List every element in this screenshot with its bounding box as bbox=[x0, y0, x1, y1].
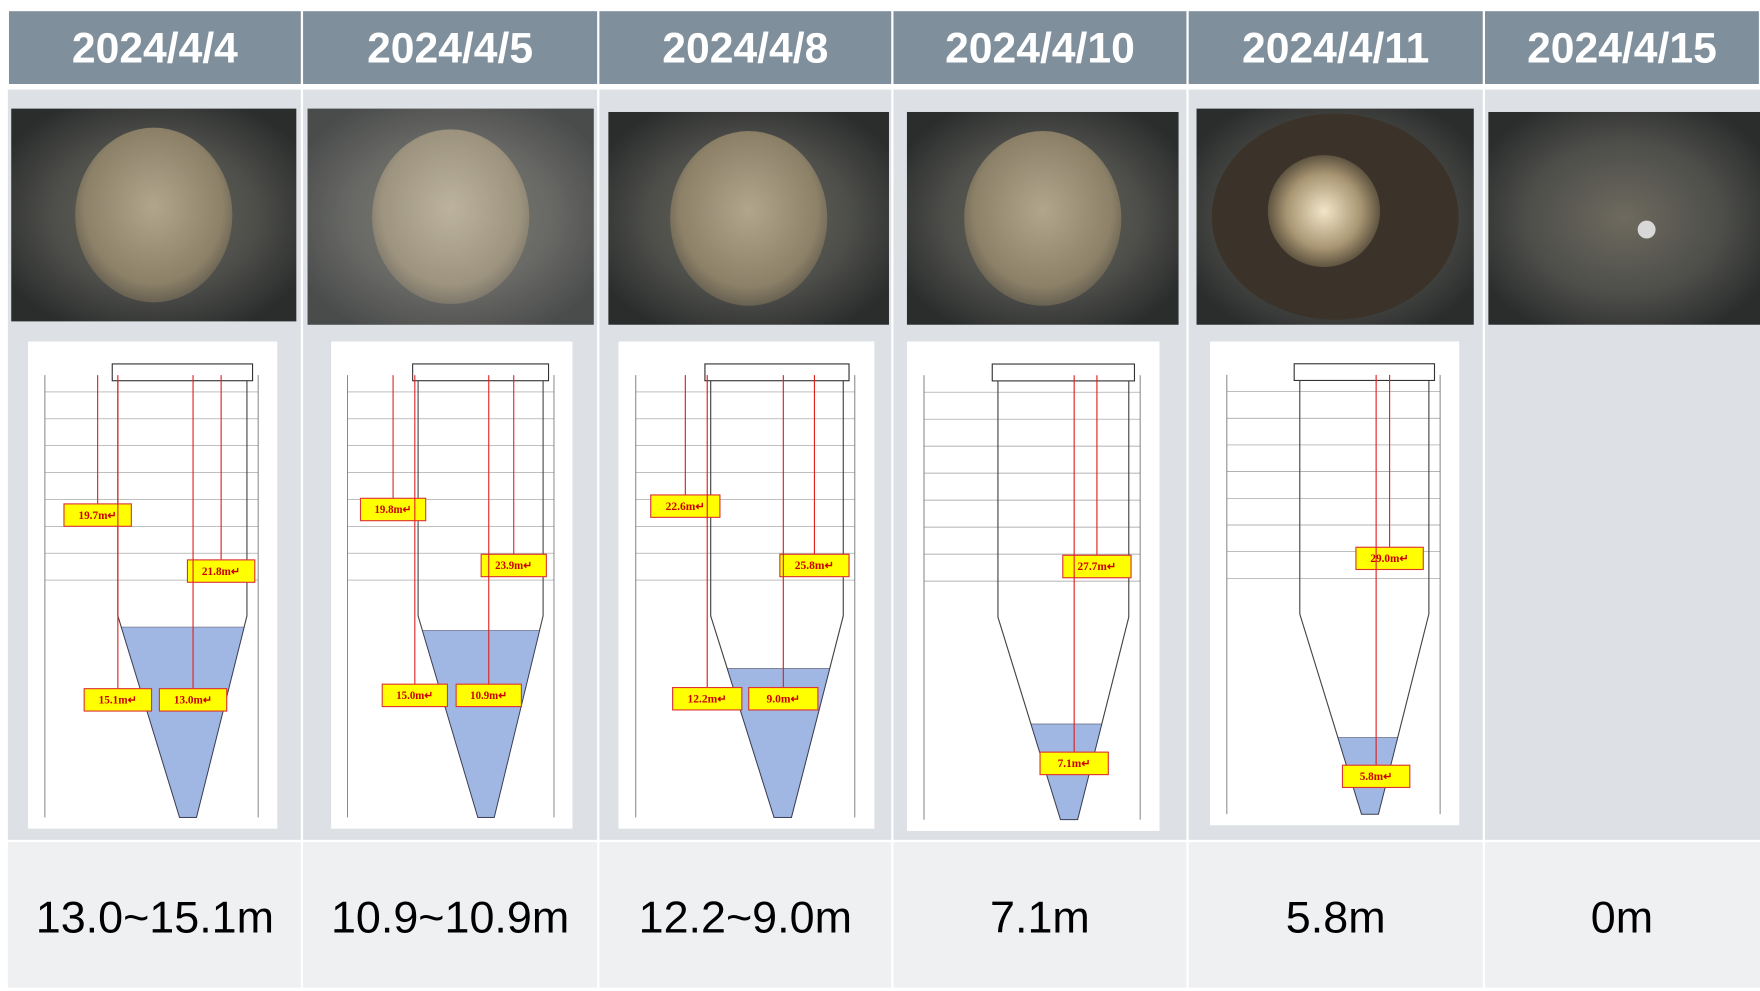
column-date: 2024/4/15 bbox=[1527, 25, 1717, 73]
photo bbox=[907, 112, 1179, 325]
level-label: 22.6m↵ bbox=[666, 501, 705, 513]
column-result: 7.1m bbox=[990, 891, 1090, 942]
photo-opening bbox=[1638, 221, 1656, 239]
level-label: 21.8m↵ bbox=[202, 566, 240, 578]
level-label: 12.2m↵ bbox=[688, 694, 727, 706]
diagram: 19.7m↵ 21.8m↵ 15.1m↵ 13.0m↵ bbox=[28, 342, 277, 829]
photo-opening bbox=[1268, 155, 1380, 267]
column-result: 0m bbox=[1591, 891, 1653, 942]
level-label: 19.8m↵ bbox=[375, 504, 412, 516]
column-result: 12.2~9.0m bbox=[639, 891, 852, 942]
level-label: 9.0m↵ bbox=[766, 694, 800, 706]
level-label: 7.1m↵ bbox=[1058, 758, 1091, 770]
level-label: 23.9m↵ bbox=[495, 560, 532, 572]
diagram: 27.7m↵ 7.1m↵ bbox=[907, 342, 1160, 831]
diagram: 19.8m↵ 23.9m↵ 15.0m↵ 10.9m↵ bbox=[331, 342, 572, 829]
photo-opening bbox=[670, 131, 827, 306]
level-label: 15.1m↵ bbox=[99, 695, 137, 707]
diagram-bg bbox=[331, 342, 572, 829]
page: 2024/4/4 19.7m↵ 21.8m↵ 15.1m↵ 13.0m↵ 13.0~15.… bbox=[0, 0, 1760, 991]
diagram: 29.0m↵5.8m↵ bbox=[1210, 342, 1459, 826]
level-label: 19.7m↵ bbox=[78, 510, 116, 522]
column-date: 2024/4/11 bbox=[1242, 25, 1429, 73]
diagram-bg bbox=[618, 342, 874, 829]
level-label: 5.8m↵ bbox=[1360, 771, 1393, 783]
level-label: 15.0m↵ bbox=[396, 690, 433, 702]
photo bbox=[11, 109, 296, 322]
diagram: 22.6m↵ 25.8m↵ 12.2m↵ 9.0m↵ bbox=[618, 342, 874, 829]
level-label: 25.8m↵ bbox=[795, 560, 834, 572]
diagram-bg bbox=[1210, 342, 1459, 826]
level-label: 27.7m↵ bbox=[1077, 561, 1116, 573]
level-label: 13.0m↵ bbox=[174, 695, 212, 707]
photo bbox=[308, 109, 594, 325]
column-date: 2024/4/8 bbox=[662, 25, 828, 73]
column-date: 2024/4/5 bbox=[367, 25, 533, 73]
column-result: 10.9~10.9m bbox=[331, 891, 569, 942]
column-result: 13.0~15.1m bbox=[36, 891, 274, 942]
photo bbox=[1488, 112, 1760, 325]
column-result: 5.8m bbox=[1286, 891, 1386, 942]
level-label: 10.9m↵ bbox=[470, 690, 507, 702]
photo-glare bbox=[308, 109, 594, 325]
photo bbox=[1197, 109, 1474, 325]
photo bbox=[608, 112, 889, 325]
column-date: 2024/4/4 bbox=[72, 25, 238, 73]
diagram-bg bbox=[907, 342, 1160, 831]
column-date: 2024/4/10 bbox=[945, 25, 1135, 73]
photo-opening bbox=[75, 128, 232, 303]
slide: 2024/4/4 19.7m↵ 21.8m↵ 15.1m↵ 13.0m↵ 13.0~15.… bbox=[0, 0, 1760, 991]
photo-bg bbox=[1488, 112, 1760, 325]
photo-opening bbox=[964, 131, 1121, 306]
diagram-bg bbox=[28, 342, 277, 829]
